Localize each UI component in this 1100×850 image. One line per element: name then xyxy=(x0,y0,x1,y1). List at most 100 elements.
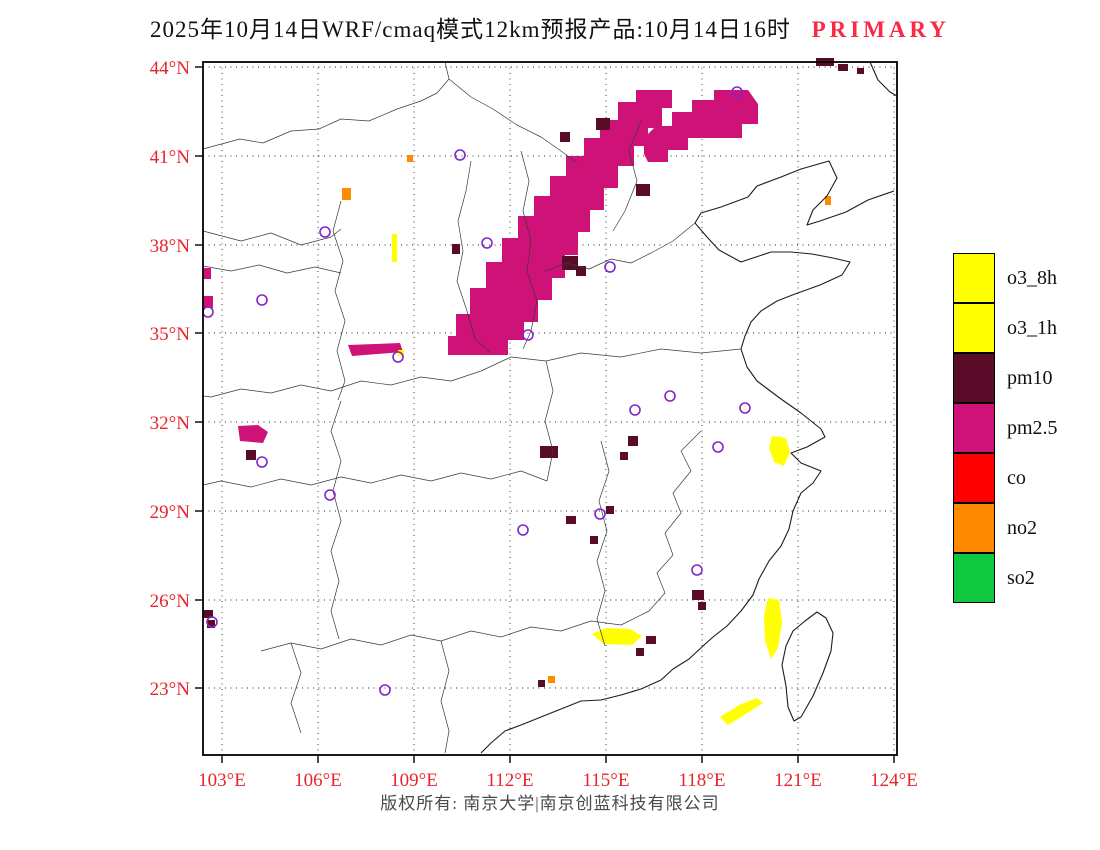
pollutant-cell-pm10 xyxy=(246,450,256,460)
province-boundary xyxy=(202,356,512,398)
lat-tick-label: 26°N xyxy=(150,591,191,612)
lat-tick-label: 29°N xyxy=(150,502,191,523)
pollutant-cell-pm10 xyxy=(636,184,650,196)
coastline xyxy=(869,61,898,97)
station-marker xyxy=(712,441,724,453)
province-boundary xyxy=(544,360,554,482)
lon-tick-label: 115°E xyxy=(583,770,630,791)
station-marker xyxy=(517,524,529,536)
pollutant-patch-pm25 xyxy=(238,425,268,443)
lat-tick-label: 38°N xyxy=(150,236,191,257)
legend-item-pm10: pm10 xyxy=(953,352,1058,403)
station-marker xyxy=(256,456,268,468)
coastline xyxy=(480,160,895,754)
station-marker xyxy=(739,402,751,414)
station-marker xyxy=(319,226,331,238)
pollutant-cell-pm25 xyxy=(203,296,213,308)
pollutant-cell-pm10 xyxy=(698,602,706,610)
province-boundary xyxy=(202,61,450,150)
legend-swatch-co xyxy=(953,452,995,503)
pollutant-patch-o3 xyxy=(764,598,782,659)
station-marker xyxy=(256,294,268,306)
pollutant-cell-pm10 xyxy=(562,256,578,270)
pollutant-cell-pm10 xyxy=(628,436,638,446)
title-tag-primary: PRIMARY xyxy=(811,17,950,42)
map-frame xyxy=(202,61,898,756)
legend-swatch-no2 xyxy=(953,502,995,553)
province-boundary xyxy=(260,610,650,652)
station-marker xyxy=(379,684,391,696)
legend-swatch-o3-8h xyxy=(953,253,995,303)
lon-tick-label: 106°E xyxy=(294,770,342,791)
pollutant-cell-no2 xyxy=(548,676,555,683)
station-marker xyxy=(594,508,606,520)
legend-label-so2: so2 xyxy=(1007,566,1035,589)
province-boundary xyxy=(520,150,538,350)
province-boundary xyxy=(202,228,342,246)
lat-tick-label: 32°N xyxy=(150,413,191,434)
legend-item-pm2-5: pm2.5 xyxy=(953,402,1058,453)
lat-tick-label: 35°N xyxy=(150,324,191,345)
station-marker xyxy=(604,261,616,273)
station-marker xyxy=(664,390,676,402)
page-title: 2025年10月14日WRF/cmaq模式12km预报产品:10月14日16时 xyxy=(150,17,791,42)
legend-swatch-so2 xyxy=(953,552,995,603)
legend-item-co: co xyxy=(953,452,1058,503)
station-marker xyxy=(324,489,336,501)
legend-swatch-pm2-5 xyxy=(953,402,995,453)
station-marker xyxy=(629,404,641,416)
lon-tick-label: 118°E xyxy=(679,770,726,791)
pollutant-cell-pm10 xyxy=(838,64,848,71)
station-marker xyxy=(522,329,534,341)
pollutant-cell-pm10 xyxy=(646,636,656,644)
legend-label-pm10: pm10 xyxy=(1007,366,1053,389)
pollutant-patch-pm25 xyxy=(348,343,403,356)
province-boundary xyxy=(332,200,346,401)
lon-tick-label: 103°E xyxy=(198,770,246,791)
coastline xyxy=(781,611,834,722)
lon-tick-label: 112°E xyxy=(487,770,534,791)
pollutant-cell-pm10 xyxy=(203,610,213,618)
legend-swatch-pm10 xyxy=(953,352,995,403)
pollutant-cell-pm10 xyxy=(452,244,460,254)
lon-tick-label: 124°E xyxy=(870,770,918,791)
province-boundary xyxy=(202,264,342,274)
lon-tick-label: 109°E xyxy=(390,770,438,791)
lat-tick-label: 44°N xyxy=(150,58,191,79)
pollutant-cell-pm10 xyxy=(590,536,598,544)
legend-item-o3-8h: o3_8h xyxy=(953,253,1058,303)
pollutant-cell-no2 xyxy=(342,188,351,200)
pollutant-patch-pm25 xyxy=(448,90,672,355)
province-boundary xyxy=(544,222,696,272)
title-bar: 2025年10月14日WRF/cmaq模式12km预报产品:10月14日16时 … xyxy=(0,10,1100,44)
pollutant-cell-pm10 xyxy=(207,620,215,628)
legend-label-co: co xyxy=(1007,466,1026,489)
pollutant-cell-pm10 xyxy=(538,680,545,687)
pollutant-cell-pm10 xyxy=(857,68,864,74)
pollutant-patch-o3 xyxy=(592,628,642,645)
pollutant-legend: o3_8h o3_1h pm10 pm2.5 co no2 so2 xyxy=(953,253,1058,603)
station-marker xyxy=(206,616,218,628)
legend-item-no2: no2 xyxy=(953,502,1058,553)
province-boundary xyxy=(440,640,450,754)
lat-tick-label: 23°N xyxy=(150,679,191,700)
pollutant-cell-pm10 xyxy=(576,266,586,276)
pollutant-cell-pm10 xyxy=(596,118,610,130)
pollutant-patch-pm25 xyxy=(644,90,758,162)
pollutant-cell-pm10 xyxy=(566,516,576,524)
station-marker xyxy=(481,237,493,249)
pollutant-patch-o3 xyxy=(720,698,763,725)
copyright-text: 版权所有: 南京大学|南京创蓝科技有限公司 xyxy=(380,794,720,813)
province-boundary xyxy=(290,642,302,734)
province-boundary xyxy=(456,160,492,354)
station-marker xyxy=(731,86,743,98)
legend-item-so2: so2 xyxy=(953,552,1058,603)
province-boundary xyxy=(202,470,548,488)
station-marker xyxy=(392,351,404,363)
pollutant-cell-pm10 xyxy=(620,452,628,460)
pollutant-cell-pm10 xyxy=(606,506,614,514)
lat-tick-label: 41°N xyxy=(150,147,191,168)
pollutant-cell-pm10 xyxy=(540,446,558,458)
